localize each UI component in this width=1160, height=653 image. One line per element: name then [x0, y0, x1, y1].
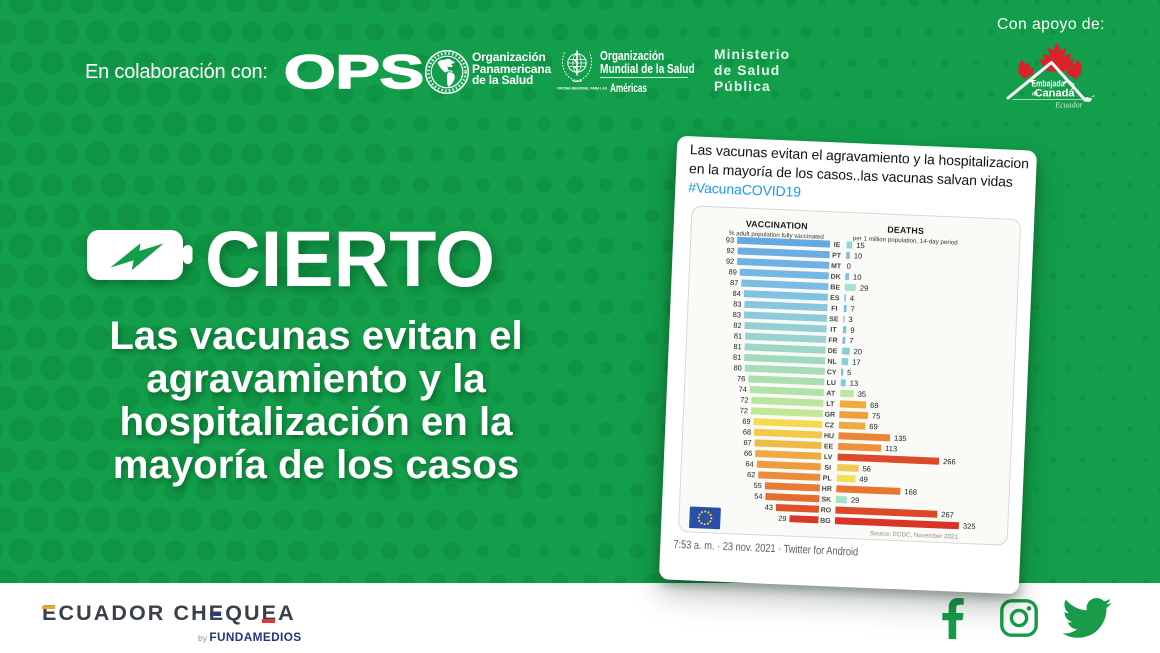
svg-text:Américas: Américas [610, 83, 647, 95]
svg-text:84: 84 [732, 289, 741, 298]
svg-text:17: 17 [852, 358, 861, 367]
svg-text:GR: GR [824, 411, 835, 418]
svg-text:49: 49 [859, 475, 868, 484]
svg-text:81: 81 [734, 331, 743, 340]
svg-text:SI: SI [824, 465, 831, 472]
svg-text:LV: LV [824, 454, 833, 461]
svg-text:83: 83 [733, 310, 742, 319]
svg-text:DE: DE [828, 348, 838, 355]
svg-text:ES: ES [830, 295, 840, 302]
svg-text:SK: SK [821, 496, 831, 503]
svg-text:RO: RO [820, 507, 831, 514]
svg-text:BG: BG [820, 518, 831, 525]
svg-text:FR: FR [828, 337, 838, 344]
svg-text:7: 7 [850, 304, 855, 313]
svg-text:83: 83 [733, 299, 742, 308]
svg-text:9: 9 [850, 326, 855, 335]
svg-text:% adult population fully vacci: % adult population fully vaccinated [729, 230, 825, 241]
svg-text:29: 29 [860, 284, 869, 293]
svg-text:92: 92 [726, 257, 735, 266]
svg-text:75: 75 [872, 411, 881, 420]
svg-text:13: 13 [850, 379, 859, 388]
svg-text:PT: PT [832, 252, 842, 259]
svg-text:68: 68 [743, 427, 752, 436]
svg-text:113: 113 [885, 444, 897, 453]
svg-text:69: 69 [870, 401, 879, 410]
svg-text:93: 93 [726, 235, 735, 244]
svg-text:HR: HR [822, 486, 832, 493]
svg-text:20: 20 [853, 347, 862, 356]
svg-text:64: 64 [745, 459, 754, 468]
svg-text:LT: LT [826, 401, 835, 408]
svg-text:IT: IT [830, 327, 837, 334]
svg-text:HU: HU [824, 433, 834, 440]
svg-text:Ecuador: Ecuador [1054, 101, 1083, 110]
svg-text:81: 81 [733, 342, 742, 351]
svg-text:Canadá: Canadá [1035, 88, 1076, 100]
svg-text:35: 35 [858, 390, 867, 399]
svg-text:89: 89 [728, 267, 737, 276]
svg-text:DK: DK [830, 274, 840, 281]
svg-text:76: 76 [737, 374, 746, 383]
svg-text:4: 4 [850, 294, 855, 303]
svg-text:82: 82 [733, 321, 742, 330]
svg-text:3: 3 [848, 315, 853, 324]
svg-text:0: 0 [846, 262, 851, 271]
svg-text:OFICINA REGIONAL PARA LAS: OFICINA REGIONAL PARA LAS [557, 86, 607, 91]
svg-text:87: 87 [730, 278, 739, 287]
svg-text:IE: IE [834, 242, 841, 249]
svg-text:per 1 million population, 14-d: per 1 million population, 14-day period [853, 235, 959, 246]
svg-text:CIERTO: CIERTO [205, 214, 495, 300]
svg-text:92: 92 [726, 246, 735, 255]
svg-text:BE: BE [830, 284, 840, 291]
svg-text:72: 72 [740, 395, 749, 404]
svg-text:CY: CY [827, 369, 837, 376]
svg-text:Source: ECDC, November 2021: Source: ECDC, November 2021 [870, 530, 959, 541]
svg-text:CZ: CZ [825, 422, 835, 429]
svg-text:AT: AT [826, 390, 836, 397]
svg-text:67: 67 [743, 438, 752, 447]
svg-text:29: 29 [778, 514, 787, 523]
svg-text:81: 81 [733, 353, 742, 362]
svg-text:MT: MT [831, 263, 842, 270]
svg-text:80: 80 [733, 363, 742, 372]
svg-text:267: 267 [941, 510, 954, 520]
svg-text:135: 135 [894, 434, 907, 444]
svg-text:10: 10 [853, 273, 862, 282]
svg-text:SE: SE [829, 316, 839, 323]
svg-text:OPS: OPS [284, 51, 424, 93]
svg-text:56: 56 [862, 464, 871, 473]
svg-text:55: 55 [753, 481, 762, 490]
svg-text:15: 15 [856, 241, 865, 250]
svg-text:Embajada: Embajada [1032, 78, 1066, 88]
svg-text:54: 54 [754, 492, 763, 501]
svg-text:74: 74 [738, 385, 747, 394]
svg-text:LU: LU [826, 380, 836, 387]
svg-text:5: 5 [847, 368, 852, 377]
svg-text:43: 43 [765, 503, 774, 512]
svg-text:62: 62 [747, 470, 756, 479]
svg-text:10: 10 [854, 251, 863, 260]
svg-text:PL: PL [823, 475, 833, 482]
svg-text:325: 325 [963, 522, 976, 532]
svg-text:EE: EE [824, 443, 834, 450]
svg-text:266: 266 [943, 457, 956, 467]
svg-text:FI: FI [831, 306, 838, 313]
svg-text:69: 69 [869, 422, 878, 431]
svg-text:66: 66 [744, 449, 753, 458]
svg-text:NL: NL [827, 359, 837, 366]
svg-text:de: de [1032, 92, 1038, 98]
svg-text:29: 29 [851, 496, 860, 505]
svg-text:7: 7 [849, 336, 854, 345]
svg-text:DEATHS: DEATHS [887, 225, 924, 237]
svg-text:VACCINATION: VACCINATION [746, 219, 808, 232]
svg-text:69: 69 [742, 417, 751, 426]
svg-text:168: 168 [904, 487, 917, 497]
svg-text:72: 72 [740, 406, 749, 415]
